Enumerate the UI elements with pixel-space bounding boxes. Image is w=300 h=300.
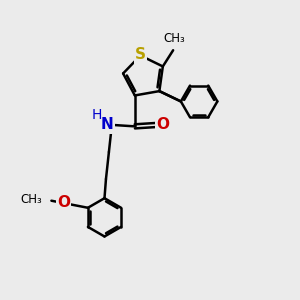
Text: N: N: [101, 117, 114, 132]
Text: CH₃: CH₃: [20, 193, 42, 206]
Text: CH₃: CH₃: [164, 32, 185, 45]
Text: O: O: [157, 117, 169, 132]
Text: H: H: [92, 109, 102, 122]
Text: S: S: [135, 47, 146, 62]
Text: O: O: [57, 195, 70, 210]
